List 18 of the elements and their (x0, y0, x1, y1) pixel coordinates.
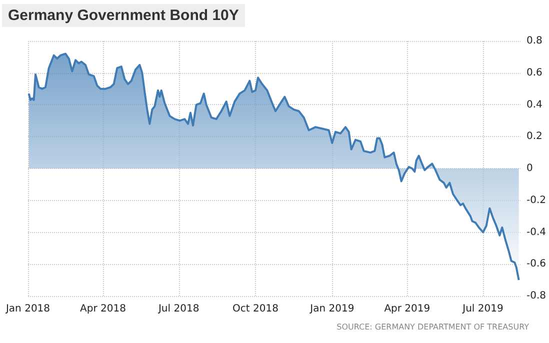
x-tick-label: Apr 2019 (384, 304, 430, 314)
y-tick-label: 0.4 (526, 99, 542, 110)
x-tick-label: Jul 2019 (462, 304, 504, 314)
y-tick-label: 0 (526, 163, 533, 174)
y-tick-label: 0.8 (526, 36, 542, 46)
source-note: SOURCE: GERMANY DEPARTMENT OF TREASURY (336, 322, 530, 332)
y-tick-label: -0.8 (526, 290, 546, 302)
x-tick-label: Jan 2018 (4, 304, 50, 314)
y-tick-label: 0.2 (526, 131, 542, 142)
x-tick-label: Oct 2018 (232, 304, 278, 314)
y-tick-label: -0.6 (526, 258, 546, 270)
y-tick-label: -0.2 (526, 194, 546, 206)
x-tick-label: Apr 2018 (80, 304, 126, 314)
x-tick-label: Jan 2019 (309, 304, 354, 314)
chart-title: Germany Government Bond 10Y (8, 7, 239, 24)
y-tick-label: -0.4 (526, 226, 546, 238)
y-tick-label: 0.6 (526, 67, 542, 78)
x-tick-label: Jul 2018 (157, 304, 200, 314)
